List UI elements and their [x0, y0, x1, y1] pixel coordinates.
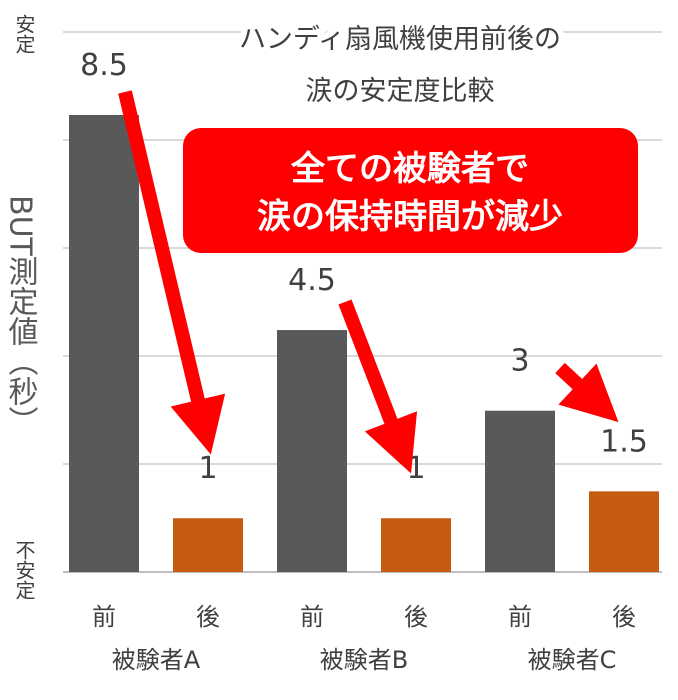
- x-tick-label: 前: [92, 603, 116, 631]
- x-tick-label: 前: [300, 603, 324, 631]
- x-tick-label: 後: [404, 603, 428, 631]
- bar-被験者A-前: [69, 115, 139, 572]
- callout-line-1: 全ての被験者で: [290, 149, 529, 189]
- group-label: 被験者A: [112, 646, 201, 674]
- arrow-subject-c: [555, 362, 619, 423]
- bar-被験者C-後: [589, 491, 659, 572]
- data-labels: 8.5 1 4.5 1 3 1.5: [80, 48, 648, 486]
- x-tick-label: 後: [612, 603, 636, 631]
- bars: [69, 115, 659, 572]
- data-label: 8.5: [80, 48, 128, 83]
- bar-被験者A-後: [173, 518, 243, 572]
- group-label: 被験者B: [320, 646, 408, 674]
- bar-被験者B-後: [381, 518, 451, 572]
- bar-被験者C-前: [485, 410, 555, 572]
- x-tick-label: 後: [196, 603, 220, 631]
- y-bottom-label: 不安定: [12, 540, 36, 600]
- y-top-label: 安定: [12, 14, 36, 54]
- bar-被験者B-前: [277, 330, 347, 572]
- arrows: [118, 90, 619, 474]
- arrow-subject-a: [118, 90, 226, 455]
- chart-title-line-2: 涙の安定度比較: [306, 76, 495, 107]
- x-tick-label: 前: [508, 603, 532, 631]
- data-label: 3: [510, 344, 529, 379]
- data-label: 1: [406, 451, 425, 486]
- chart-title-line-1: ハンディ扇風機使用前後の: [239, 24, 561, 55]
- y-axis-title: BUT測定値（秒）: [3, 195, 39, 436]
- data-label: 4.5: [288, 263, 336, 298]
- callout-box: [183, 128, 638, 253]
- data-label: 1: [198, 451, 217, 486]
- callout-line-2: 涙の保持時間が減少: [257, 197, 563, 237]
- arrow-subject-b: [338, 299, 418, 474]
- callout: 全ての被験者で 涙の保持時間が減少: [183, 128, 638, 253]
- group-label: 被験者C: [528, 646, 617, 674]
- data-label: 1.5: [600, 424, 648, 459]
